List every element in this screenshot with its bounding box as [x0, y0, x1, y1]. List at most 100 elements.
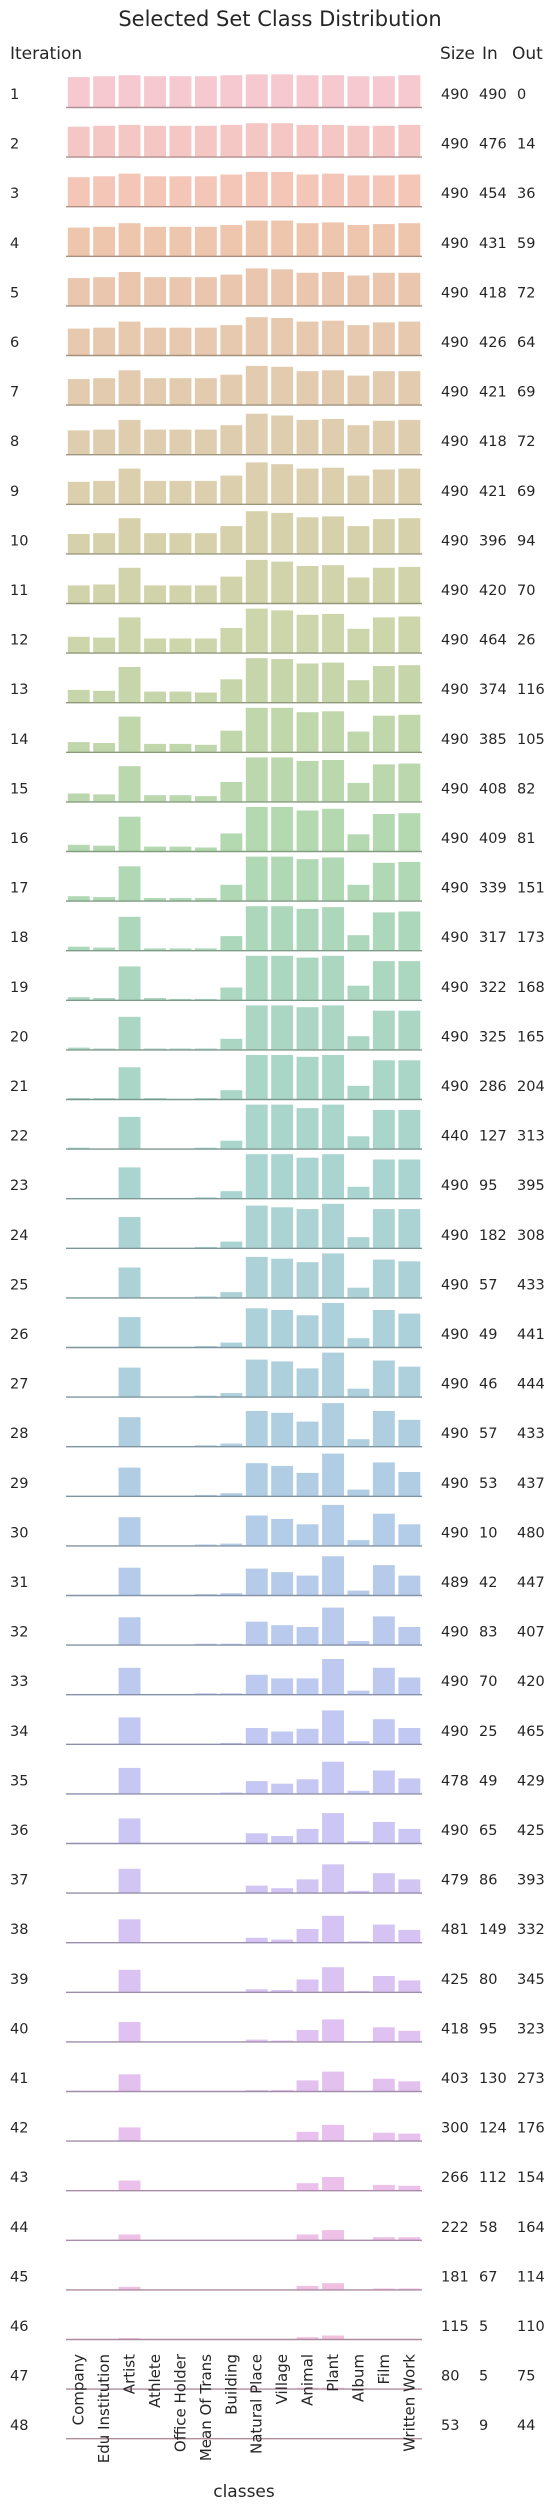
out-value: 407: [517, 1625, 545, 1641]
in-value: 408: [479, 781, 507, 797]
out-value: 420: [517, 1674, 545, 1690]
out-value: 323: [517, 2021, 545, 2037]
class-bar: [398, 1472, 421, 1496]
class-bar: [271, 1625, 294, 1645]
class-bar: [118, 2022, 141, 2042]
out-value: 308: [517, 1228, 545, 1244]
class-bar: [296, 1828, 319, 1843]
class-bar: [271, 318, 294, 355]
class-bar: [67, 77, 90, 107]
class-bar: [118, 2074, 141, 2091]
class-bar: [296, 371, 319, 405]
iteration-label: 25: [10, 1277, 28, 1293]
class-bar: [296, 1368, 319, 1397]
iteration-row: 30 490 10 480: [10, 1504, 545, 1547]
out-value: 395: [517, 1178, 545, 1194]
iteration-label: 8: [10, 434, 19, 450]
chart-rows: 1 490 490 02 490 476 143 490 454 364 490 431 595 490 4…: [10, 74, 545, 2440]
class-bar: [296, 908, 319, 951]
class-bar: [67, 278, 90, 306]
class-bar: [169, 948, 192, 951]
class-bar: [372, 2237, 395, 2240]
out-value: 72: [517, 285, 535, 301]
iteration-label: 41: [10, 2071, 28, 2087]
iteration-label: 13: [10, 682, 28, 698]
class-bar: [118, 716, 141, 752]
class-bar: [398, 1209, 421, 1248]
class-bar: [398, 1419, 421, 1447]
class-bar: [296, 810, 319, 851]
class-bar: [372, 2078, 395, 2091]
size-value: 490: [441, 980, 469, 996]
class-bar: [67, 1147, 90, 1149]
class-bar: [144, 998, 166, 1000]
class-bar: [296, 1315, 319, 1347]
in-value: 67: [479, 2269, 497, 2285]
size-column-header: Size: [440, 44, 475, 64]
class-bar: [67, 689, 90, 703]
class-bar: [271, 1888, 294, 1893]
class-bar: [93, 1048, 116, 1050]
class-bar: [271, 955, 294, 1000]
class-bar: [144, 691, 166, 703]
class-bar: [245, 1568, 268, 1595]
class-bar: [93, 533, 116, 554]
iteration-row: 5 490 418 72: [10, 268, 535, 307]
class-bar: [296, 223, 319, 256]
class-bar: [118, 321, 141, 355]
class-bar: [372, 272, 395, 306]
size-value: 490: [441, 1327, 469, 1343]
class-bar: [372, 519, 395, 554]
class-bar: [296, 1056, 319, 1099]
iteration-label: 33: [10, 1674, 28, 1690]
class-bar: [322, 1005, 344, 1050]
size-value: 490: [441, 1525, 469, 1541]
class-bar: [245, 757, 268, 802]
class-bar: [271, 512, 294, 554]
class-bar: [347, 1489, 370, 1496]
class-bar: [347, 884, 370, 901]
class-bar: [220, 1543, 243, 1546]
class-bar: [144, 1098, 166, 1099]
iteration-row: 7 490 421 69: [10, 365, 535, 406]
iteration-row: 21 490 286 204: [10, 1055, 545, 1101]
out-value: 433: [517, 1277, 545, 1293]
class-bar: [118, 816, 141, 851]
class-bar: [245, 608, 268, 653]
class-bar: [271, 1783, 294, 1794]
out-value: 116: [517, 682, 545, 698]
class-bar: [398, 1159, 421, 1199]
in-value: 421: [479, 385, 507, 401]
class-bar: [296, 1157, 319, 1199]
size-value: 418: [441, 2021, 469, 2037]
class-bar: [144, 176, 166, 207]
iteration-row: 24 490 182 308: [10, 1203, 545, 1250]
class-bar: [169, 846, 192, 851]
x-tick-label: Company: [70, 2354, 88, 2425]
class-bar: [169, 795, 192, 802]
class-bar: [271, 1055, 294, 1099]
class-bar: [220, 1342, 243, 1347]
out-value: 313: [517, 1129, 545, 1145]
class-bar: [118, 1767, 141, 1794]
class-bar: [144, 226, 166, 256]
class-bar: [398, 419, 421, 455]
class-bar: [372, 1770, 395, 1794]
x-tick-label: Village: [273, 2354, 291, 2404]
class-bar: [398, 124, 421, 157]
iteration-row: 27 490 46 444: [10, 1352, 545, 1398]
class-bar: [144, 76, 166, 107]
class-bar: [372, 1513, 395, 1546]
class-bar: [372, 1159, 395, 1199]
out-value: 36: [517, 186, 535, 202]
in-value: 182: [479, 1228, 507, 1244]
class-bar: [271, 171, 294, 207]
in-value: 49: [479, 1773, 497, 1789]
class-bar: [245, 123, 268, 157]
class-bar: [245, 268, 268, 306]
class-bar: [296, 712, 319, 752]
in-value: 476: [479, 137, 507, 153]
class-bar: [220, 987, 243, 1000]
class-bar: [118, 2180, 141, 2191]
